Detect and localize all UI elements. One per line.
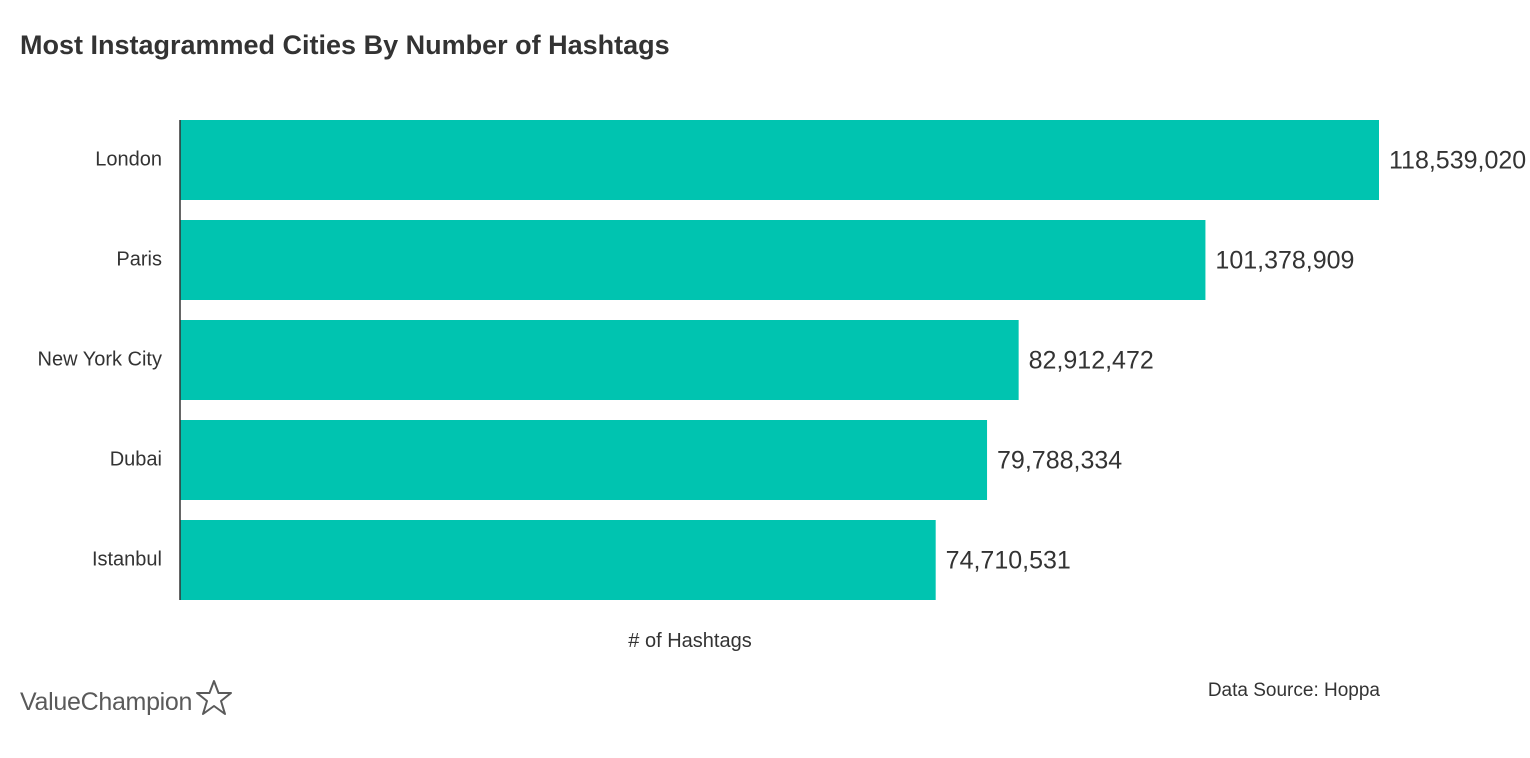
bar-istanbul [180,520,936,600]
bar-paris [180,220,1206,300]
value-label: 118,539,020 [1389,147,1526,175]
brand-logo: ValueChampion [20,680,234,718]
data-source-note: Data Source: Hoppa [1207,680,1380,701]
value-label: 101,378,909 [1215,247,1354,275]
category-label: London [95,148,162,170]
star-outline-icon [194,678,234,718]
value-label: 79,788,334 [997,447,1122,475]
bar-london [180,120,1379,200]
category-label: Istanbul [92,548,162,570]
bar-dubai [180,420,988,500]
category-label: New York City [38,348,163,370]
x-axis-label: # of Hashtags [628,630,752,652]
brand-name: ValueChampion [20,687,193,716]
value-label: 82,912,472 [1029,347,1154,375]
category-label: Dubai [110,448,162,470]
category-labels-group: London Paris New York City Dubai Istanbul [38,148,163,570]
value-label: 74,710,531 [946,547,1071,575]
bar-new-york-city [180,320,1019,400]
category-label: Paris [116,248,162,270]
value-labels-group: 118,539,020 101,378,909 82,912,472 79,788,3… [946,147,1526,575]
bars-group [180,120,1379,600]
chart-title: Most Instagrammed Cities By Number of Ha… [20,30,670,60]
